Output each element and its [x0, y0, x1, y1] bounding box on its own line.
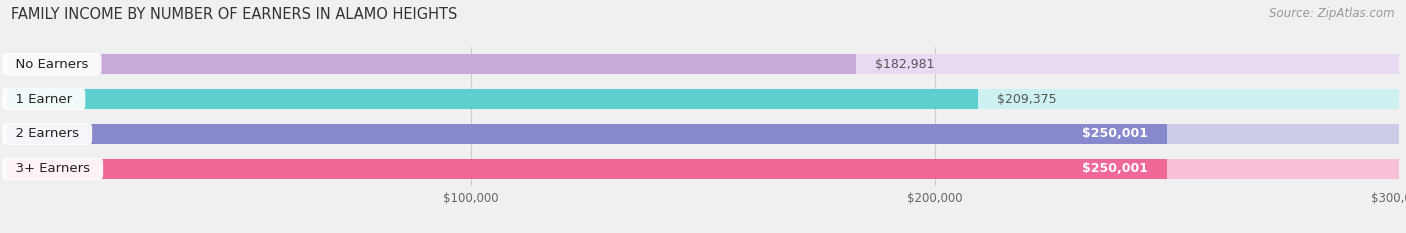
Bar: [7, 124, 1167, 144]
Text: Source: ZipAtlas.com: Source: ZipAtlas.com: [1270, 7, 1395, 20]
Text: FAMILY INCOME BY NUMBER OF EARNERS IN ALAMO HEIGHTS: FAMILY INCOME BY NUMBER OF EARNERS IN AL…: [11, 7, 457, 22]
Text: $250,001: $250,001: [1083, 127, 1149, 140]
Bar: [7, 54, 1399, 74]
Bar: [7, 89, 1399, 109]
Bar: [7, 159, 1399, 179]
Text: No Earners: No Earners: [7, 58, 97, 71]
Text: $182,981: $182,981: [875, 58, 934, 71]
Bar: [7, 54, 856, 74]
Bar: [7, 159, 1167, 179]
Text: $250,001: $250,001: [1083, 162, 1149, 175]
Text: 2 Earners: 2 Earners: [7, 127, 87, 140]
Text: $209,375: $209,375: [997, 93, 1057, 106]
Text: 1 Earner: 1 Earner: [7, 93, 80, 106]
Text: 3+ Earners: 3+ Earners: [7, 162, 98, 175]
Bar: [7, 89, 979, 109]
Bar: [7, 124, 1399, 144]
